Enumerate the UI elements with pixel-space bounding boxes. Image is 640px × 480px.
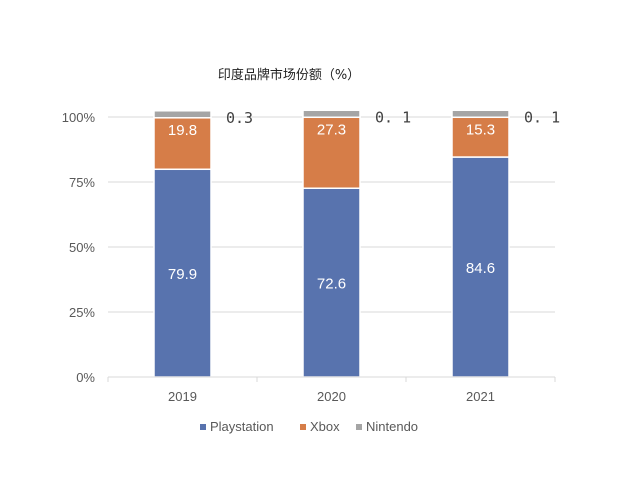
data-label: 84.6 (466, 260, 495, 277)
y-axis-ticks: 0% 25% 50% 75% 100% (62, 110, 96, 385)
x-tick-label: 2020 (317, 389, 346, 404)
bar-xbox-2019 (153, 117, 212, 171)
data-label: 79.9 (168, 266, 197, 283)
legend-label-xbox: Xbox (310, 419, 340, 434)
x-axis: 2019 2020 2021 (107, 376, 556, 404)
legend-swatch-xbox (300, 424, 306, 430)
data-label: 0. 1 (524, 108, 560, 126)
legend: Playstation Xbox Nintendo (200, 419, 418, 434)
y-tick-label: 25% (69, 305, 95, 320)
chart-title: 印度品牌市场份额（%） (218, 67, 360, 83)
data-label: 15.3 (466, 121, 495, 138)
legend-swatch-nintendo (356, 424, 362, 430)
bar-nintendo-2021 (451, 109, 510, 119)
bar-nintendo-2020 (302, 109, 361, 119)
y-tick-label: 0% (76, 370, 95, 385)
x-tick-label: 2019 (168, 389, 197, 404)
data-label: 27.3 (317, 121, 346, 138)
y-tick-label: 100% (62, 110, 96, 125)
bars: 79.9 19.8 0.3 72.6 27.3 0. 1 84.6 15.3 0. 1 (153, 108, 560, 378)
y-tick-label: 75% (69, 175, 95, 190)
legend-swatch-playstation (200, 424, 206, 430)
bar-xbox-2020 (302, 116, 361, 189)
y-tick-label: 50% (69, 240, 95, 255)
legend-label-playstation: Playstation (210, 419, 274, 434)
bar-playstation-2019 (153, 168, 212, 378)
bar-playstation-2021 (451, 156, 510, 378)
legend-label-nintendo: Nintendo (366, 419, 418, 434)
data-label: 72.6 (317, 276, 346, 293)
x-tick-label: 2021 (466, 389, 495, 404)
data-label: 19.8 (168, 122, 197, 139)
data-label: 0.3 (226, 109, 253, 127)
bar-nintendo-2019 (153, 110, 212, 119)
data-label: 0. 1 (375, 108, 411, 126)
